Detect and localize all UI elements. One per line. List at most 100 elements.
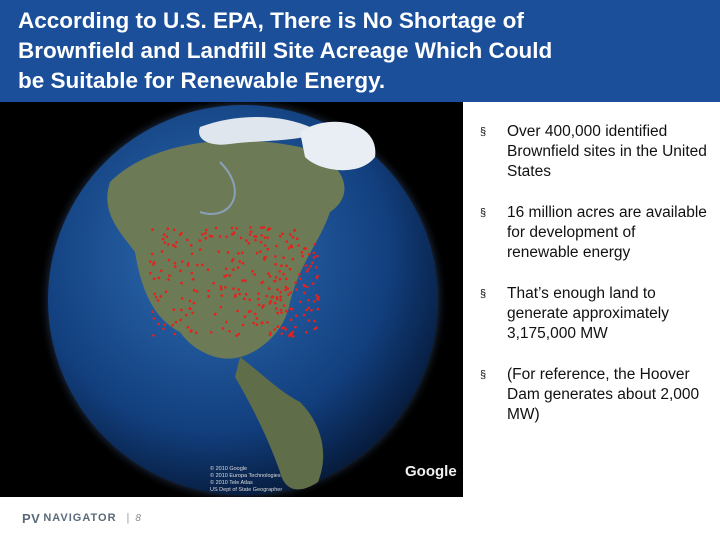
site-marker: [311, 261, 314, 264]
site-marker: [163, 241, 167, 244]
site-marker: [274, 262, 277, 266]
site-marker: [207, 295, 210, 298]
site-marker: [297, 244, 300, 247]
site-marker: [153, 292, 156, 296]
site-marker: [223, 275, 226, 278]
site-marker: [234, 293, 237, 297]
brand-name: NAVIGATOR: [43, 512, 117, 524]
site-marker: [263, 244, 267, 247]
site-marker: [221, 327, 225, 330]
site-marker: [228, 274, 232, 277]
site-marker: [294, 281, 297, 284]
site-marker: [293, 229, 296, 232]
site-marker: [204, 236, 208, 240]
header: According to U.S. EPA, There is No Short…: [0, 0, 720, 102]
site-marker: [274, 255, 277, 258]
site-marker: [276, 325, 280, 328]
site-marker: [267, 287, 271, 290]
site-marker: [175, 241, 178, 244]
site-marker: [284, 328, 288, 331]
title-line: Brownfield and Landfill Site Acreage Whi…: [18, 38, 553, 63]
site-marker: [305, 308, 309, 312]
brand: PV: [22, 510, 41, 526]
site-marker: [194, 331, 198, 334]
site-marker: [305, 270, 309, 273]
site-marker: [289, 233, 292, 236]
central-south-america: [235, 357, 324, 490]
site-marker: [243, 297, 246, 301]
site-marker: [156, 299, 160, 302]
site-marker: [315, 326, 318, 329]
site-marker: [151, 228, 154, 231]
site-marker: [307, 252, 311, 256]
site-marker: [260, 226, 263, 230]
site-marker: [254, 312, 257, 316]
site-marker: [247, 242, 251, 245]
bullet-marker: §: [480, 126, 487, 138]
site-marker: [219, 285, 223, 288]
site-marker: [225, 320, 228, 324]
site-marker: [180, 308, 183, 312]
site-marker: [217, 250, 221, 253]
site-marker: [280, 332, 284, 335]
site-marker: [262, 226, 266, 229]
footer: PV NAVIGATOR | 8: [22, 506, 141, 530]
site-marker: [209, 331, 213, 334]
site-marker: [303, 284, 306, 288]
site-marker: [312, 256, 316, 259]
site-marker: [160, 269, 163, 272]
site-marker: [307, 319, 311, 322]
site-marker: [288, 267, 292, 271]
bullet-text: 16 million acres are available for devel…: [507, 204, 707, 261]
site-marker: [266, 321, 269, 324]
site-marker: [244, 292, 248, 296]
site-marker: [186, 326, 190, 329]
site-marker: [152, 277, 156, 280]
site-marker: [254, 238, 257, 242]
site-marker: [280, 311, 283, 314]
site-marker: [266, 247, 270, 251]
title-line: According to U.S. EPA, There is No Short…: [18, 8, 524, 33]
site-marker: [282, 256, 285, 259]
site-marker: [152, 263, 155, 266]
site-marker: [190, 271, 194, 275]
site-marker: [249, 230, 253, 233]
site-marker: [259, 250, 262, 253]
site-marker: [280, 326, 284, 330]
arctic: [199, 116, 320, 145]
site-marker: [273, 301, 277, 305]
site-markers: [149, 226, 320, 338]
site-marker: [149, 260, 152, 263]
site-marker: [241, 279, 244, 282]
site-marker: [271, 295, 275, 298]
site-marker: [152, 317, 156, 320]
site-marker: [286, 287, 289, 290]
site-marker: [291, 330, 295, 334]
site-marker: [274, 275, 278, 279]
site-marker: [230, 233, 234, 236]
site-marker: [295, 288, 298, 291]
credit: © 2010 Tele Atlas: [210, 479, 253, 486]
site-marker: [239, 236, 243, 240]
site-marker: [294, 314, 298, 317]
site-marker: [313, 300, 316, 303]
site-marker: [265, 294, 269, 298]
site-marker: [263, 258, 266, 261]
bullet-list: § Over 400,000 identified Brownfield site…: [480, 122, 708, 446]
bullet-text: Over 400,000 identified Brownfield sites…: [507, 123, 707, 180]
globe-image: © 2010 Google © 2010 Europa Technologies…: [0, 102, 463, 497]
site-marker: [315, 254, 319, 258]
site-marker: [268, 333, 272, 336]
site-marker: [241, 251, 244, 255]
site-marker: [214, 226, 218, 230]
site-marker: [279, 298, 283, 302]
site-marker: [275, 244, 278, 248]
site-marker: [198, 248, 202, 251]
site-marker: [251, 269, 254, 273]
site-marker: [281, 232, 284, 236]
site-marker: [284, 285, 288, 289]
site-marker: [157, 276, 161, 280]
site-marker: [186, 264, 190, 267]
site-marker: [303, 291, 306, 295]
